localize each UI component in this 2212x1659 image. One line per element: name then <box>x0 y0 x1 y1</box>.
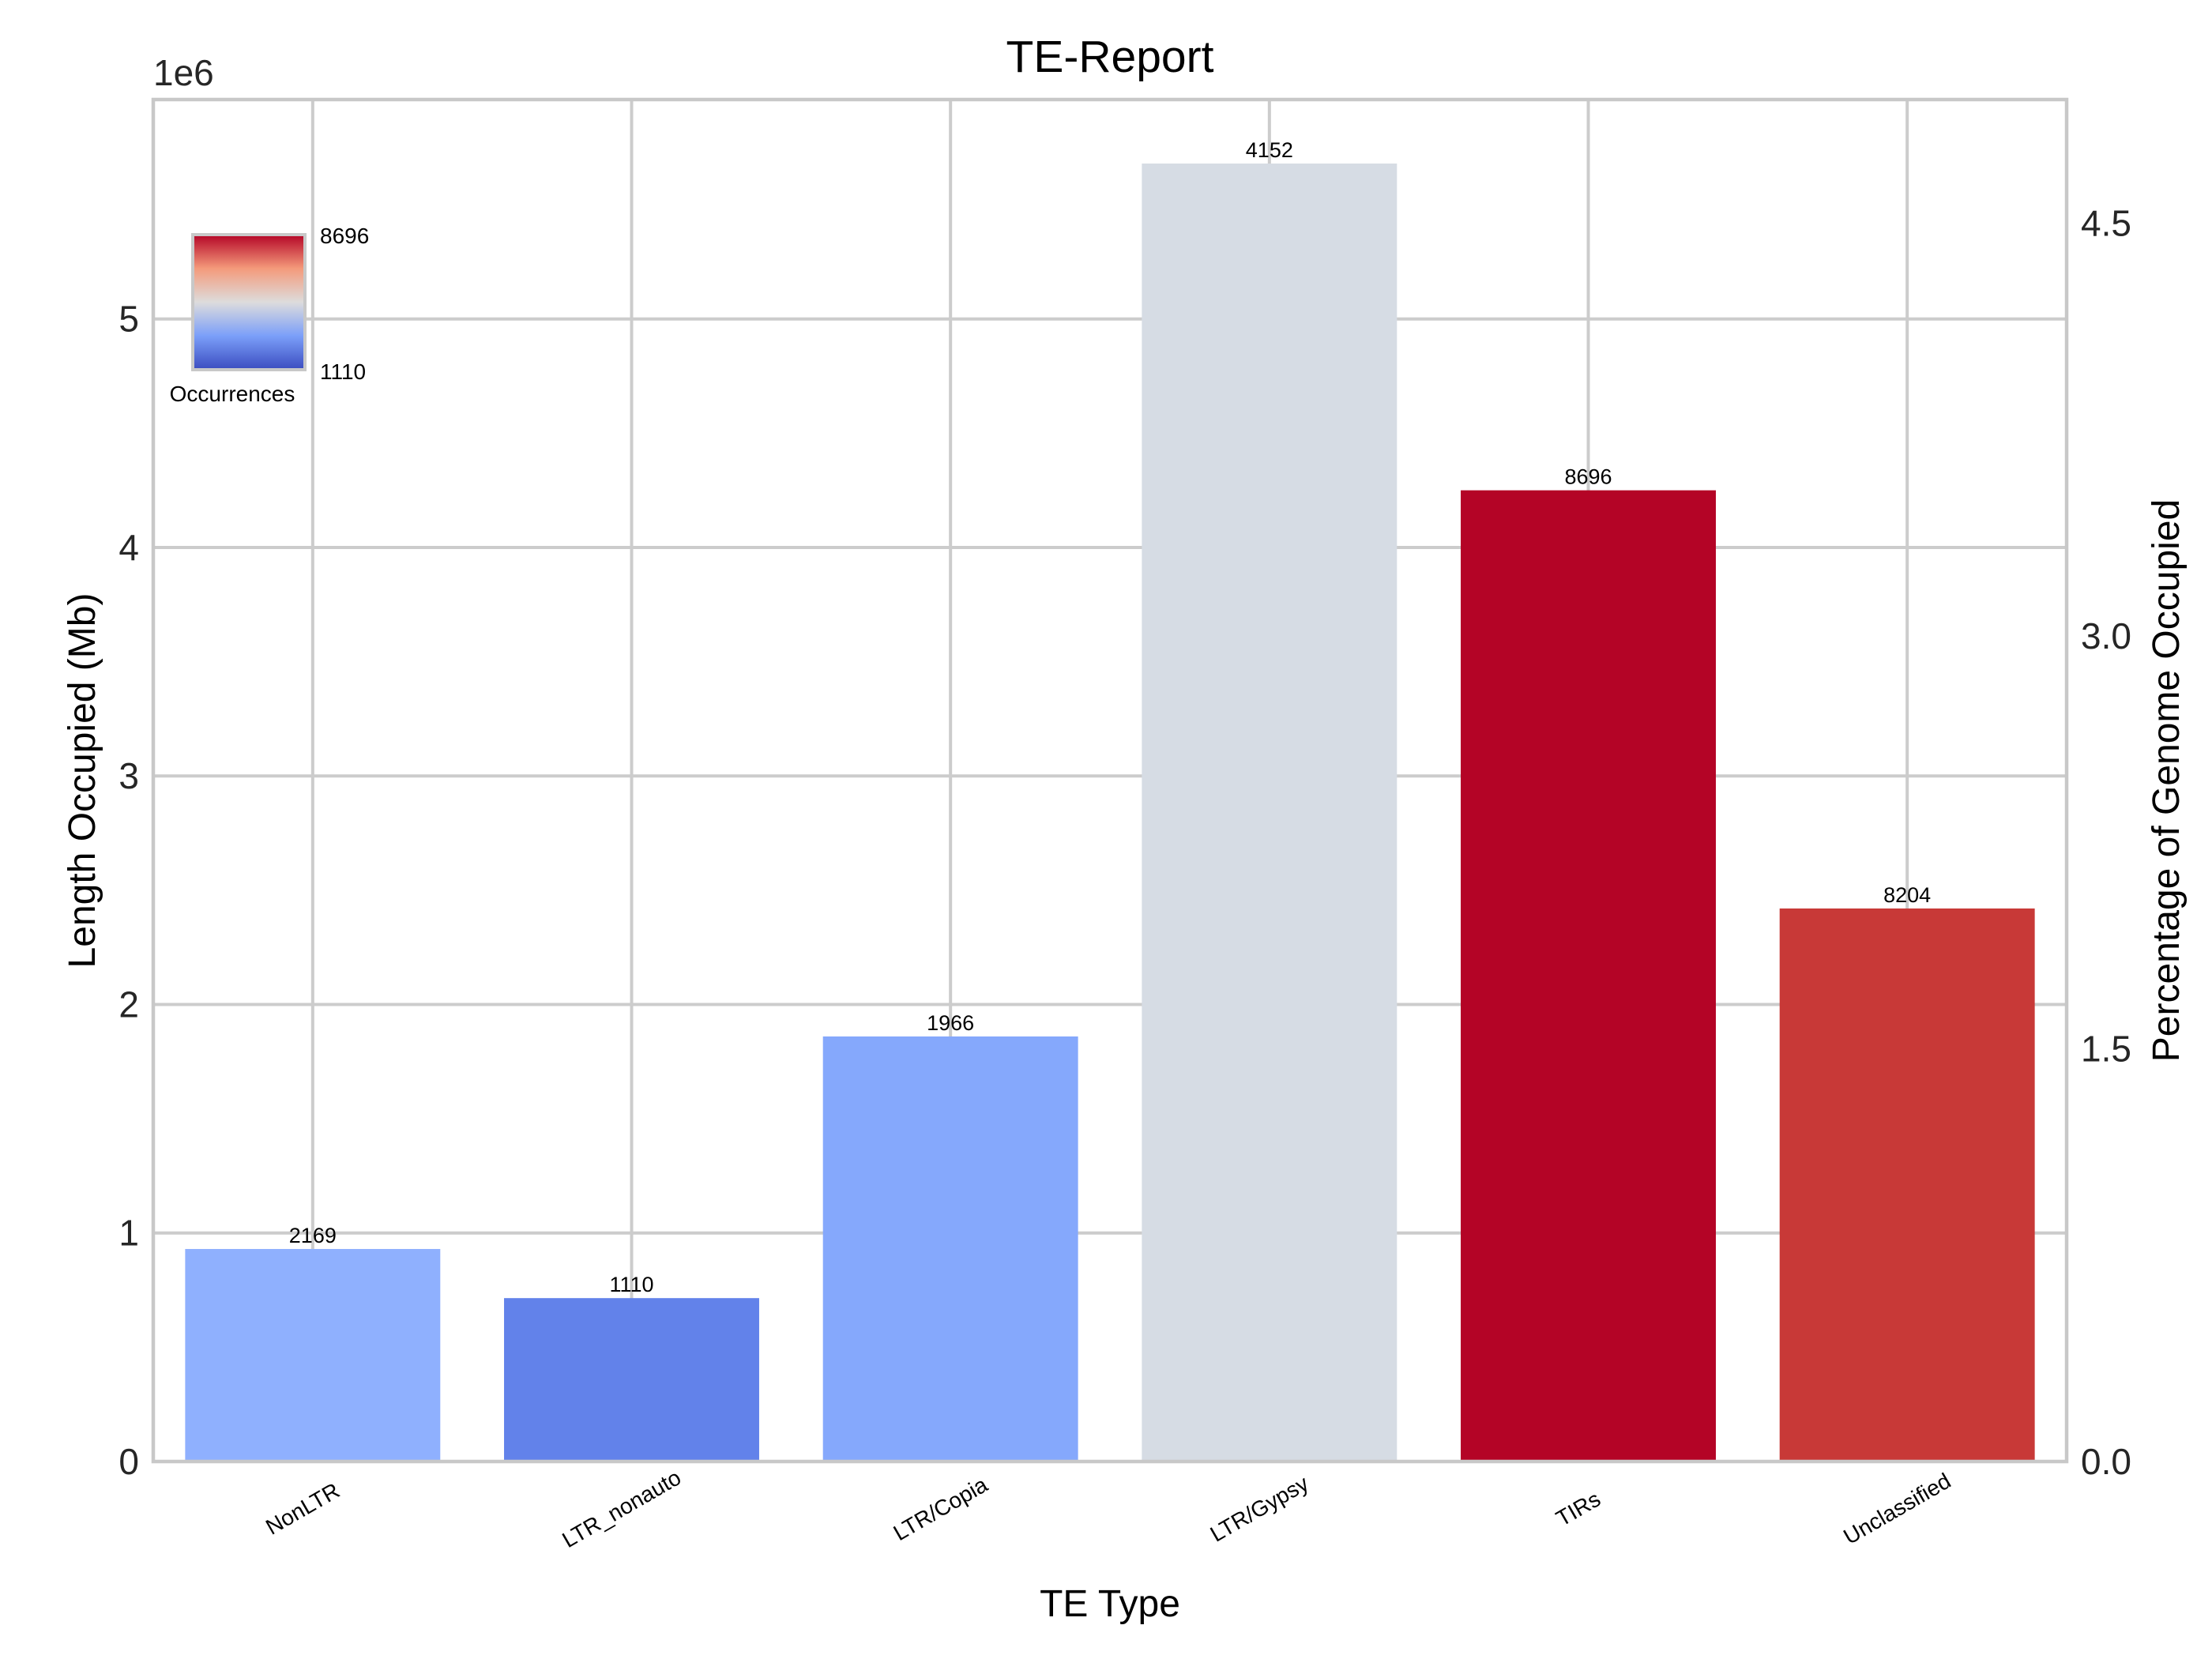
chart-title: TE-Report <box>1006 32 1214 82</box>
x-tick-label: LTR/Copia <box>890 1472 992 1545</box>
x-tick-label: LTR/Gypsy <box>1206 1471 1313 1547</box>
plot-frame <box>151 97 2069 1464</box>
y-tick-label: 5 <box>118 299 139 340</box>
colorbar-min-label: 1110 <box>320 359 366 384</box>
bar <box>1779 908 2035 1462</box>
y2-tick-label: 1.5 <box>2081 1029 2131 1070</box>
x-tick-label: NonLTR <box>261 1478 344 1540</box>
y-tick-label: 3 <box>118 755 139 796</box>
y-axis-ticks: 0 1 2 3 4 5 <box>118 299 139 1482</box>
x-tick-label: Unclassified <box>1839 1469 1954 1549</box>
colorbar-title: Occurrences <box>170 382 295 406</box>
y-tick-label: 1 <box>118 1213 139 1254</box>
colorbar-legend: 8696 1110 Occurrences <box>170 224 370 406</box>
y-tick-label: 4 <box>118 527 139 568</box>
y-tick-label: 2 <box>118 984 139 1025</box>
y-axis-label: Length Occupied (Mb) <box>62 593 103 969</box>
bar <box>1461 490 1716 1462</box>
bar <box>822 1036 1078 1462</box>
y-tick-label: 0 <box>118 1441 139 1482</box>
y2-tick-label: 3.0 <box>2081 615 2131 656</box>
bar-value-label: 4152 <box>1246 138 1293 162</box>
bar-value-labels: 2169 1110 1966 4152 8696 8204 <box>289 138 1931 1296</box>
colorbar-max-label: 8696 <box>320 224 369 248</box>
y-axis-offset-label: 1e6 <box>153 52 214 93</box>
bar <box>1142 163 1398 1462</box>
x-tick-label: TIRs <box>1552 1487 1604 1531</box>
bar <box>185 1248 441 1462</box>
bar-value-label: 8204 <box>1883 883 1931 907</box>
bar-value-label: 1966 <box>927 1011 974 1035</box>
y2-tick-label: 4.5 <box>2081 203 2131 244</box>
x-axis-ticks: NonLTR LTR_nonauto LTR/Copia LTR/Gypsy TIRs U… <box>261 1465 1954 1552</box>
y2-tick-label: 0.0 <box>2081 1441 2131 1482</box>
colorbar-gradient <box>191 233 307 371</box>
bar-value-label: 1110 <box>609 1273 653 1296</box>
bar <box>504 1298 759 1462</box>
x-axis-label: TE Type <box>1040 1583 1180 1625</box>
x-tick-label: LTR_nonauto <box>558 1465 685 1552</box>
bars <box>185 163 2035 1462</box>
y2-axis-label: Percentage of Genome Occupied <box>2146 499 2188 1062</box>
bar-value-label: 8696 <box>1564 465 1612 489</box>
bar-value-label: 2169 <box>289 1224 337 1247</box>
y2-axis-ticks: 0.0 1.5 3.0 4.5 <box>2081 203 2131 1482</box>
